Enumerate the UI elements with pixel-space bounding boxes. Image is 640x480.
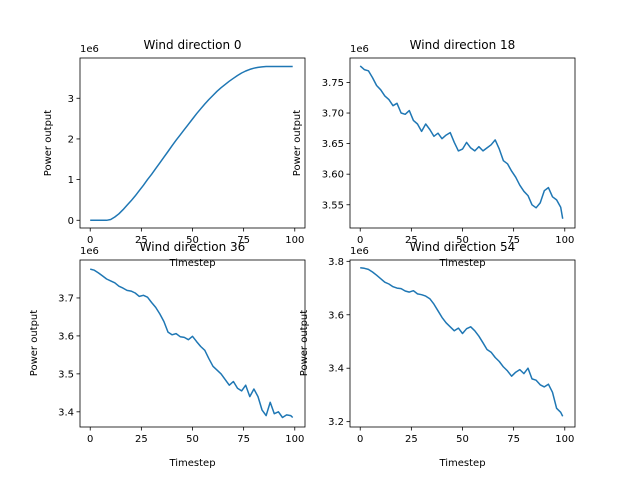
y-tick-label: 3.55	[322, 200, 344, 211]
ticks: 0 25 50 75 100 0 1 2 3	[68, 94, 305, 246]
series-layer	[360, 266, 564, 417]
series-line	[359, 65, 564, 219]
x-tick-label: 100	[555, 434, 574, 445]
y-offset-label: 1e6	[80, 44, 99, 55]
x-axis-label: Timestep	[168, 458, 215, 469]
ticks: 0 25 50 75 100 3.55 3.60 3.65 3.70 3.75	[322, 78, 575, 246]
x-tick-label: 25	[405, 434, 418, 445]
y-axis-label: Power output	[292, 110, 303, 176]
plot-frame	[79, 259, 306, 428]
x-axis-label: Timestep	[438, 258, 485, 269]
y-tick-label: 3.5	[58, 369, 74, 380]
x-tick-label: 0	[87, 434, 93, 445]
subplot-1: Wind direction 0 1e6 Timestep Power outp…	[43, 38, 306, 269]
ticks: 0 25 50 75 100 3.4 3.5 3.6 3.7	[58, 293, 304, 445]
x-tick-label: 25	[135, 434, 148, 445]
x-axis-label: Timestep	[438, 458, 485, 469]
series-layer	[90, 268, 294, 419]
y-tick-label: 3.60	[322, 170, 344, 181]
x-tick-label: 100	[285, 235, 304, 246]
subplot-title: Wind direction 36	[140, 240, 246, 254]
y-tick-label: 3.8	[328, 257, 344, 268]
x-tick-label: 100	[555, 235, 574, 246]
x-tick-label: 100	[285, 434, 304, 445]
series-line	[90, 65, 293, 222]
y-axis-label: Power output	[299, 310, 310, 376]
y-tick-label: 1	[68, 175, 74, 186]
y-tick-label: 3.6	[58, 331, 74, 342]
x-tick-label: 25	[405, 235, 418, 246]
x-tick-label: 0	[357, 434, 363, 445]
x-tick-label: 50	[186, 235, 199, 246]
y-tick-label: 3.6	[328, 310, 344, 321]
subplot-title: Wind direction 18	[410, 38, 516, 52]
subplot-2: Wind direction 18 1e6 Timestep Power out…	[292, 38, 576, 269]
subplot-4: Wind direction 54 1e6 Timestep Power out…	[299, 240, 576, 469]
series-line	[360, 266, 564, 417]
y-tick-label: 3.4	[328, 364, 344, 375]
x-tick-label: 75	[507, 434, 520, 445]
plot-frame	[349, 57, 576, 229]
y-axis-label: Power output	[43, 110, 54, 176]
x-tick-label: 50	[456, 434, 469, 445]
x-tick-label: 25	[135, 235, 148, 246]
subplot-3: Wind direction 36 1e6 Timestep Power out…	[29, 240, 306, 469]
x-tick-label: 0	[87, 235, 93, 246]
series-layer	[359, 65, 564, 219]
x-tick-label: 50	[456, 235, 469, 246]
x-tick-label: 75	[237, 235, 250, 246]
y-tick-label: 3.4	[58, 407, 74, 418]
plot-frame	[79, 57, 306, 229]
y-tick-label: 3.75	[322, 78, 344, 89]
y-tick-label: 3.65	[322, 139, 344, 150]
series-layer	[90, 65, 293, 222]
x-tick-label: 75	[237, 434, 250, 445]
y-tick-label: 2	[68, 134, 74, 145]
y-tick-label: 0	[68, 216, 74, 227]
y-tick-label: 3.2	[328, 417, 344, 428]
y-axis-label: Power output	[29, 310, 40, 376]
y-offset-label: 1e6	[350, 246, 369, 257]
plot-frame	[349, 259, 576, 428]
x-tick-label: 75	[507, 235, 520, 246]
x-tick-label: 50	[186, 434, 199, 445]
y-tick-label: 3.70	[322, 109, 344, 120]
x-tick-label: 0	[357, 235, 363, 246]
subplot-title: Wind direction 0	[143, 38, 241, 52]
y-tick-label: 3.7	[58, 293, 74, 304]
ticks: 0 25 50 75 100 3.2 3.4 3.6 3.8	[328, 257, 574, 445]
series-line	[90, 268, 294, 419]
subplot-title: Wind direction 54	[410, 240, 516, 254]
y-tick-label: 3	[68, 94, 74, 105]
y-offset-label: 1e6	[350, 44, 369, 55]
y-offset-label: 1e6	[80, 246, 99, 257]
x-axis-label: Timestep	[168, 258, 215, 269]
